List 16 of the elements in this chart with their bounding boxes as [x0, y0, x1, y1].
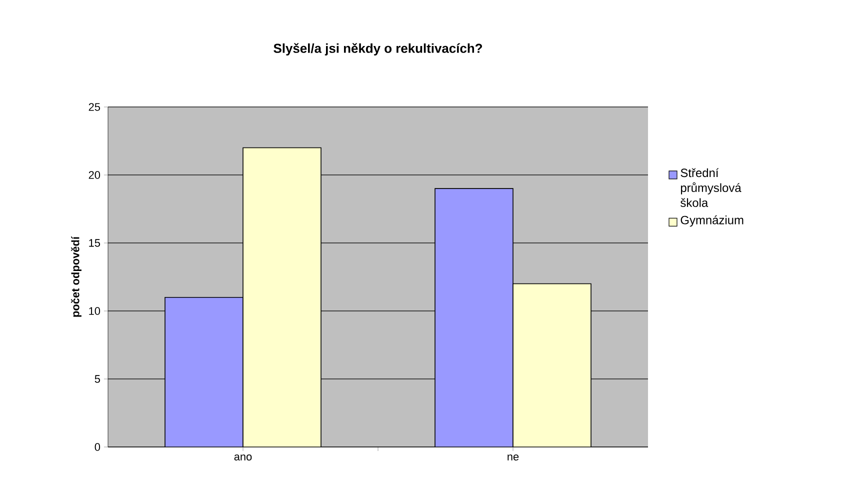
- bar: [512, 283, 592, 447]
- bar: [242, 147, 322, 447]
- y-axis-title: počet odpovědí: [71, 236, 82, 317]
- legend-label: Gymnázium: [680, 215, 744, 227]
- bar: [434, 188, 514, 447]
- x-tick-label: ano: [234, 454, 252, 461]
- y-tick-label: 20: [88, 171, 100, 179]
- y-tick-label: 15: [89, 239, 100, 247]
- legend-label: Střední průmyslová škola: [680, 168, 742, 207]
- y-tick-label: 10: [89, 307, 100, 315]
- bar: [164, 296, 244, 447]
- x-tick-label: ne: [508, 454, 519, 461]
- y-tick-label: 25: [88, 103, 100, 111]
- y-tick-label: 0: [94, 443, 100, 451]
- chart-title: Slyšel/a jsi někdy o rekultivacích?: [274, 43, 482, 56]
- y-tick-label: 5: [94, 375, 100, 383]
